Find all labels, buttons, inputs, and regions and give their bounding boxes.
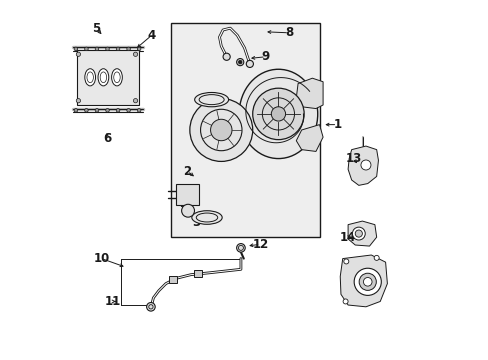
Ellipse shape xyxy=(191,211,222,224)
Text: 6: 6 xyxy=(102,132,111,145)
Circle shape xyxy=(137,109,141,112)
Bar xyxy=(168,276,177,283)
Polygon shape xyxy=(347,221,376,246)
Circle shape xyxy=(133,52,138,57)
Circle shape xyxy=(74,47,78,51)
Bar xyxy=(193,270,202,277)
Bar xyxy=(77,50,139,105)
Circle shape xyxy=(133,99,138,103)
Circle shape xyxy=(74,109,78,112)
Circle shape xyxy=(95,47,99,51)
Text: 5: 5 xyxy=(92,22,100,35)
Bar xyxy=(171,23,319,237)
Text: 12: 12 xyxy=(252,238,268,251)
Circle shape xyxy=(343,259,348,264)
Polygon shape xyxy=(340,255,386,307)
Circle shape xyxy=(181,204,194,217)
Circle shape xyxy=(236,59,244,66)
Text: 14: 14 xyxy=(339,231,356,244)
Polygon shape xyxy=(296,78,323,109)
Ellipse shape xyxy=(98,69,108,86)
Circle shape xyxy=(252,88,304,140)
Circle shape xyxy=(271,107,285,121)
Text: 15: 15 xyxy=(359,277,375,290)
Circle shape xyxy=(354,230,362,237)
Text: 10: 10 xyxy=(93,252,109,265)
Text: 2: 2 xyxy=(183,165,191,177)
Circle shape xyxy=(223,53,230,60)
Text: 4: 4 xyxy=(147,29,156,42)
Circle shape xyxy=(363,278,371,286)
Ellipse shape xyxy=(111,69,122,86)
Circle shape xyxy=(189,99,252,161)
Polygon shape xyxy=(347,146,378,185)
Circle shape xyxy=(210,119,231,141)
Circle shape xyxy=(126,47,130,51)
Circle shape xyxy=(76,52,81,57)
Circle shape xyxy=(95,109,99,112)
Ellipse shape xyxy=(194,93,228,107)
Circle shape xyxy=(84,109,88,112)
Text: 11: 11 xyxy=(104,295,120,308)
Bar xyxy=(175,184,198,205)
Text: 3: 3 xyxy=(192,216,200,229)
Circle shape xyxy=(105,47,109,51)
Circle shape xyxy=(343,299,347,304)
Text: 8: 8 xyxy=(285,26,293,39)
Text: 9: 9 xyxy=(261,50,269,63)
Circle shape xyxy=(116,47,120,51)
Text: 7: 7 xyxy=(178,197,186,210)
Circle shape xyxy=(116,109,120,112)
Ellipse shape xyxy=(84,69,95,86)
Circle shape xyxy=(84,47,88,51)
Circle shape xyxy=(137,47,141,51)
Circle shape xyxy=(238,60,242,64)
Text: 13: 13 xyxy=(345,152,361,165)
Circle shape xyxy=(126,109,130,112)
Circle shape xyxy=(146,302,155,311)
Polygon shape xyxy=(296,125,323,152)
Circle shape xyxy=(353,268,381,296)
Circle shape xyxy=(373,255,378,260)
Circle shape xyxy=(76,99,81,103)
Circle shape xyxy=(105,109,109,112)
Circle shape xyxy=(360,160,370,170)
Circle shape xyxy=(358,273,376,291)
Circle shape xyxy=(352,227,365,240)
Circle shape xyxy=(246,60,253,67)
Ellipse shape xyxy=(239,69,317,158)
Circle shape xyxy=(236,244,244,252)
Text: 1: 1 xyxy=(333,118,341,131)
